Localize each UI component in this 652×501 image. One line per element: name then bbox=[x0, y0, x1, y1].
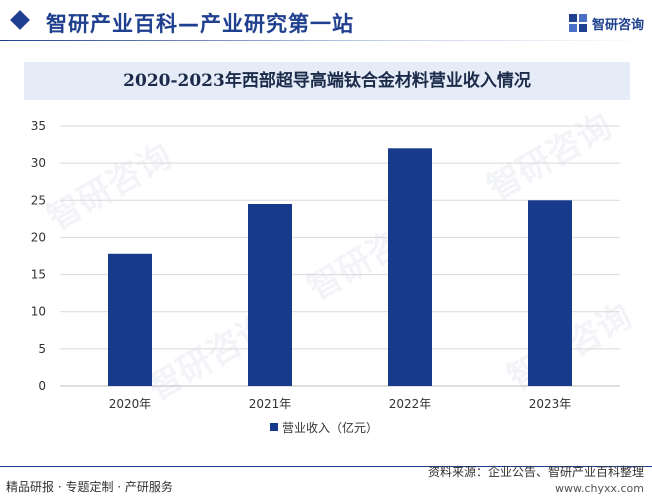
y-tick-label: 0 bbox=[38, 379, 46, 393]
footer-services: 精品研报 · 专题定制 · 产研服务 bbox=[6, 480, 173, 494]
y-tick-label: 30 bbox=[31, 156, 46, 170]
data-source: 资料来源：企业公告、智研产业百科整理 bbox=[427, 465, 644, 479]
bar bbox=[528, 200, 572, 386]
x-tick-label: 2022年 bbox=[389, 397, 432, 411]
page-header: 智研产业百科—产业研究第一站 智研咨询 bbox=[0, 0, 652, 44]
brand-logo-icon bbox=[568, 14, 587, 32]
x-tick-label: 2021年 bbox=[249, 397, 292, 411]
bar bbox=[108, 253, 152, 386]
y-tick-label: 25 bbox=[31, 193, 46, 207]
website-url[interactable]: www.chyxx.com bbox=[554, 482, 644, 495]
footer-divider bbox=[0, 466, 652, 467]
y-tick-label: 10 bbox=[31, 305, 46, 319]
y-tick-label: 35 bbox=[31, 119, 46, 133]
y-tick-label: 15 bbox=[31, 268, 46, 282]
bar bbox=[388, 148, 432, 386]
chart-title: 2020-2023年西部超导高端钛合金材料营业收入情况 bbox=[123, 71, 531, 91]
bar bbox=[248, 204, 292, 386]
header-divider bbox=[0, 40, 652, 41]
y-tick-label: 5 bbox=[38, 342, 46, 356]
y-tick-label: 20 bbox=[31, 230, 46, 244]
brand-name: 智研咨询 bbox=[591, 17, 644, 33]
x-tick-label: 2020年 bbox=[109, 397, 152, 411]
page-title: 智研产业百科—产业研究第一站 bbox=[46, 12, 354, 36]
brand-logo-group[interactable]: 智研咨询 bbox=[568, 13, 644, 33]
legend-label: 营业收入（亿元） bbox=[282, 420, 378, 435]
x-tick-label: 2023年 bbox=[529, 397, 572, 411]
chart-title-band: 2020-2023年西部超导高端钛合金材料营业收入情况 bbox=[24, 62, 630, 100]
legend-swatch bbox=[270, 423, 278, 431]
